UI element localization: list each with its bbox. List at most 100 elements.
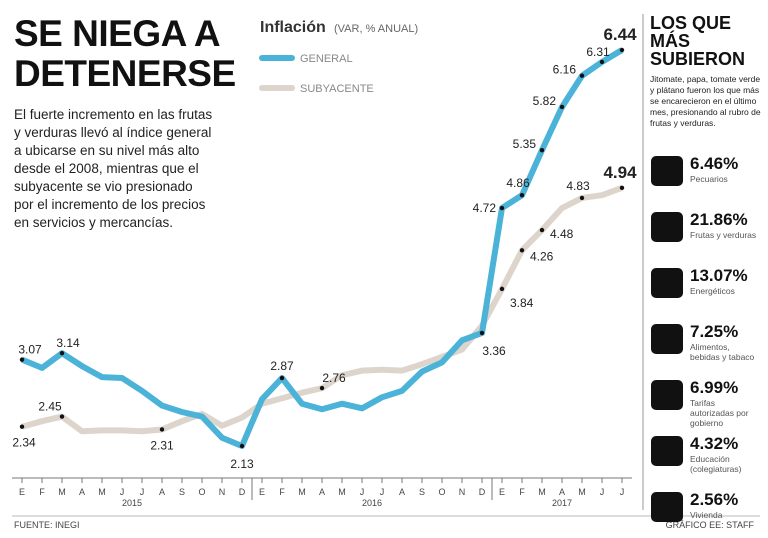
category-value: 6.99% [690,378,739,397]
category-icon [651,156,683,186]
data-point [539,147,545,153]
data-label: 2.13 [230,457,254,471]
x-tick-label: M [338,487,346,497]
category-label: Alimentos, bebidas y tabaco [690,342,755,362]
data-point [319,385,325,391]
headline: SE NIEGA A DETENERSE [14,13,236,94]
data-label: 4.26 [530,249,554,263]
x-tick-label: E [499,487,505,497]
x-tick-label: N [219,487,226,497]
credit: GRÁFICO EE: STAFF [666,520,755,530]
year-label: 2015 [122,498,142,508]
data-point [599,59,605,65]
data-point [239,443,245,449]
body-text: El fuerte incremento en las frutas y ver… [14,107,213,230]
sidebar: LOS QUE MÁS SUBIERON Jitomate, papa, tom… [650,13,766,522]
category-icon [651,324,683,354]
data-point [519,192,525,198]
data-label: 2.76 [322,371,346,385]
data-label: 6.31 [586,45,610,59]
x-tick-label: A [559,487,565,497]
x-tick-label: F [519,487,525,497]
data-point [579,195,585,201]
category-value: 6.46% [690,154,739,173]
data-point [539,227,545,233]
category-label: Energéticos [690,286,735,296]
data-label: 2.87 [270,359,294,373]
data-label: 6.16 [553,63,577,77]
x-tick-label: E [259,487,265,497]
sidebar-description: Jitomate, papa, tomate verde y plátano f… [650,74,761,128]
data-label: 6.44 [603,25,637,44]
data-point [499,286,505,292]
legend-label: GENERAL [300,53,353,65]
data-label: 5.35 [513,137,537,151]
x-tick-label: N [459,487,466,497]
x-tick-label: F [279,487,285,497]
x-tick-label: A [159,487,165,497]
x-tick-label: J [140,487,145,497]
data-label: 4.86 [506,176,530,190]
x-tick-label: F [39,487,45,497]
category-value: 4.32% [690,434,739,453]
data-label: 3.36 [482,344,506,358]
x-tick-label: A [319,487,325,497]
x-tick-label: M [538,487,546,497]
category-icon [651,492,683,522]
x-tick-label: S [179,487,185,497]
data-point [19,357,25,362]
year-label: 2016 [362,498,382,508]
data-point [59,414,65,419]
year-label: 2017 [552,498,572,508]
data-label: 4.94 [603,163,637,182]
x-tick-label: A [399,487,405,497]
x-tick-label: S [419,487,425,497]
x-tick-label: M [58,487,66,497]
data-label: 3.07 [18,343,42,357]
data-point [59,351,65,356]
data-point [499,205,505,211]
category-icon [651,436,683,466]
data-label: 4.48 [550,227,574,241]
category-icon [651,212,683,242]
chart-subtitle: (VAR, % ANUAL) [334,23,418,35]
category-label: Pecuarios [690,174,728,184]
x-tick-label: M [298,487,306,497]
sidebar-title: LOS QUE MÁS SUBIERON [650,13,746,69]
category-label: Vivienda [690,510,723,520]
data-label: 2.34 [12,436,36,450]
data-label: 5.82 [533,94,557,108]
x-tick-label: E [19,487,25,497]
category-label: Frutas y verduras [690,230,757,240]
x-tick-label: J [380,487,385,497]
data-label: 4.83 [566,179,590,193]
data-point [619,47,625,53]
x-tick-label: M [578,487,586,497]
data-point [619,185,625,191]
x-tick-label: J [360,487,365,497]
x-tick-label: O [438,487,445,497]
data-point [479,330,485,336]
source: FUENTE: INEGI [14,520,80,530]
x-tick-label: O [198,487,205,497]
data-point [519,248,525,253]
data-point [579,73,585,78]
data-label: 4.72 [473,201,497,215]
data-label: 3.14 [56,336,80,350]
data-point [279,375,285,381]
category-label: Tarifas autorizadas por gobierno [690,398,749,428]
x-tick-label: D [479,487,486,497]
category-value: 2.56% [690,490,739,509]
category-value: 21.86% [690,210,748,229]
x-tick-label: J [600,487,605,497]
legend-label: SUBYACENTE [300,83,374,95]
x-tick-label: J [620,487,625,497]
data-point [19,424,25,429]
category-value: 13.07% [690,266,748,285]
x-tick-label: J [120,487,125,497]
x-tick-label: M [98,487,106,497]
category-value: 7.25% [690,322,739,341]
x-tick-label: D [239,487,246,497]
